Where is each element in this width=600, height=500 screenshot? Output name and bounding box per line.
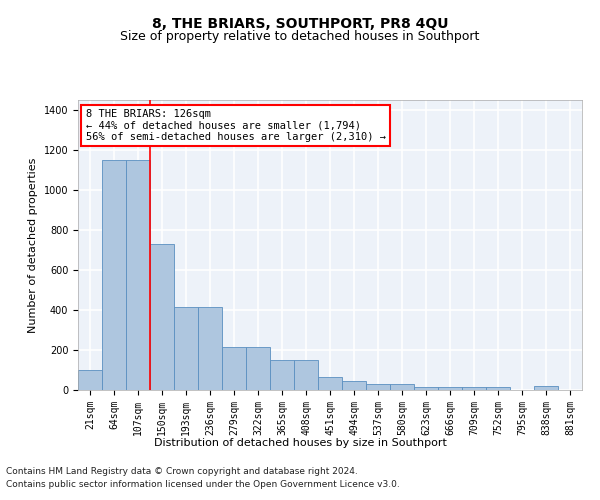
Bar bbox=[174, 307, 198, 390]
Bar bbox=[78, 370, 102, 390]
Bar bbox=[222, 347, 246, 390]
Bar bbox=[366, 384, 390, 390]
Y-axis label: Number of detached properties: Number of detached properties bbox=[28, 158, 38, 332]
Text: 8 THE BRIARS: 126sqm
← 44% of detached houses are smaller (1,794)
56% of semi-de: 8 THE BRIARS: 126sqm ← 44% of detached h… bbox=[86, 108, 386, 142]
Bar bbox=[294, 360, 318, 390]
Bar bbox=[150, 244, 174, 390]
Bar bbox=[414, 387, 438, 390]
Bar bbox=[246, 347, 270, 390]
Bar bbox=[126, 160, 150, 390]
Text: Size of property relative to detached houses in Southport: Size of property relative to detached ho… bbox=[121, 30, 479, 43]
Bar bbox=[462, 387, 486, 390]
Bar bbox=[270, 360, 294, 390]
Bar bbox=[390, 384, 414, 390]
Bar bbox=[342, 381, 366, 390]
Bar bbox=[198, 307, 222, 390]
Bar bbox=[438, 387, 462, 390]
Text: Contains HM Land Registry data © Crown copyright and database right 2024.: Contains HM Land Registry data © Crown c… bbox=[6, 468, 358, 476]
Text: Contains public sector information licensed under the Open Government Licence v3: Contains public sector information licen… bbox=[6, 480, 400, 489]
Text: Distribution of detached houses by size in Southport: Distribution of detached houses by size … bbox=[154, 438, 446, 448]
Bar bbox=[486, 387, 510, 390]
Bar bbox=[534, 386, 558, 390]
Bar bbox=[318, 377, 342, 390]
Bar bbox=[102, 160, 126, 390]
Text: 8, THE BRIARS, SOUTHPORT, PR8 4QU: 8, THE BRIARS, SOUTHPORT, PR8 4QU bbox=[152, 18, 448, 32]
